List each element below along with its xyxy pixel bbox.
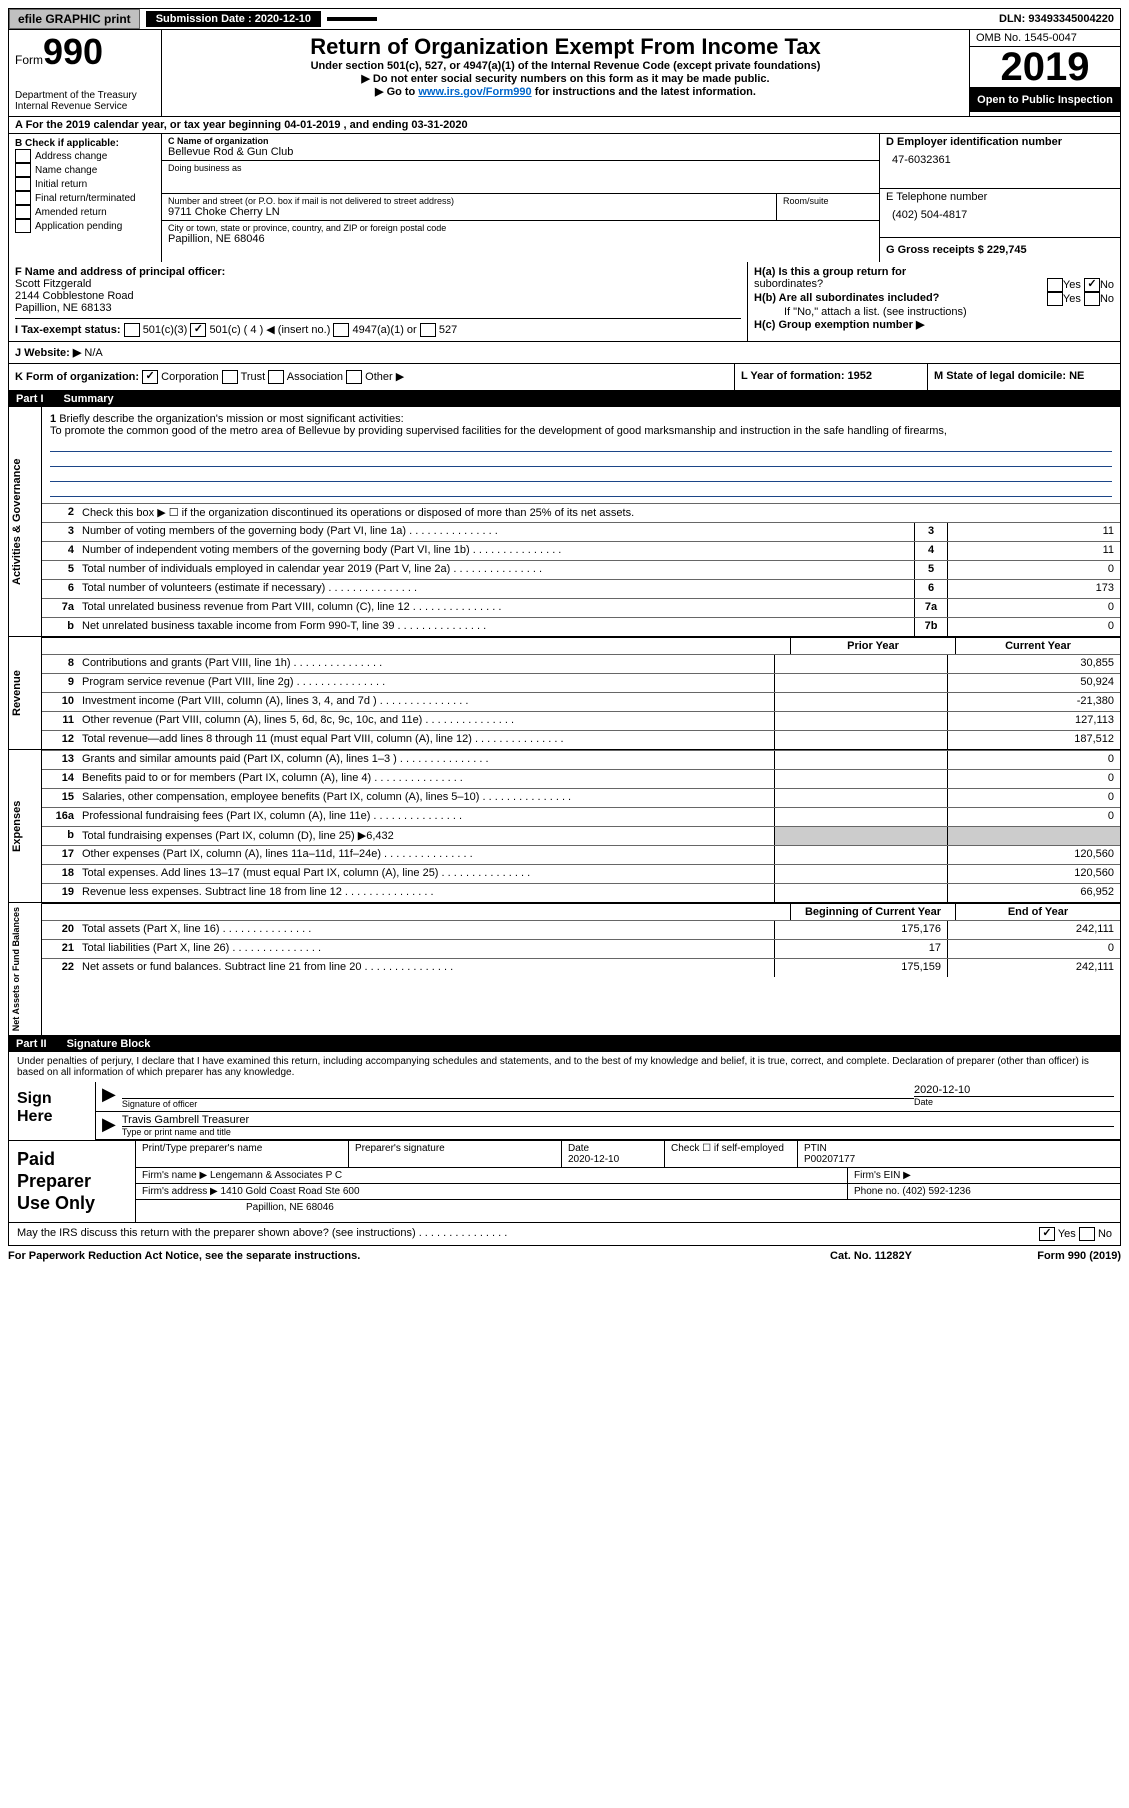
form-number: 990 bbox=[43, 34, 103, 70]
arrow-icon: ▶ bbox=[102, 1084, 116, 1109]
form-subtitle: Under section 501(c), 527, or 4947(a)(1)… bbox=[166, 60, 965, 72]
form-label: Form bbox=[15, 53, 43, 67]
header-left: Form 990 Department of the Treasury Inte… bbox=[9, 30, 162, 116]
submission-date: Submission Date : 2020-12-10 bbox=[146, 11, 321, 27]
col-de: D Employer identification number 47-6032… bbox=[879, 134, 1120, 262]
ck-4947[interactable] bbox=[333, 323, 349, 337]
spacer-black bbox=[327, 17, 377, 21]
form-header: Form 990 Department of the Treasury Inte… bbox=[8, 30, 1121, 117]
header-center: Return of Organization Exempt From Incom… bbox=[162, 30, 969, 116]
dln-number: DLN: 93493345004220 bbox=[999, 13, 1120, 25]
room-suite: Room/suite bbox=[777, 194, 879, 220]
vlabel-expenses: Expenses bbox=[9, 750, 42, 902]
tel-value: (402) 504-4817 bbox=[886, 203, 1114, 227]
efile-button[interactable]: efile GRAPHIC print bbox=[9, 9, 140, 29]
tax-year: 2019 bbox=[970, 47, 1120, 88]
gross-receipts: G Gross receipts $ 229,745 bbox=[880, 238, 1120, 262]
ein-label: D Employer identification number bbox=[886, 136, 1114, 148]
arrow-icon: ▶ bbox=[102, 1114, 116, 1137]
ck-assoc[interactable] bbox=[268, 370, 284, 384]
checkbox-final[interactable] bbox=[15, 191, 31, 205]
signature-block: Under penalties of perjury, I declare th… bbox=[8, 1052, 1121, 1246]
header-right: OMB No. 1545-0047 2019 Open to Public In… bbox=[969, 30, 1120, 116]
row-j: J Website: ▶ N/A bbox=[8, 342, 1121, 364]
block-bcde: B Check if applicable: Address change Na… bbox=[8, 134, 1121, 262]
officer-addr2: Papillion, NE 68133 bbox=[15, 302, 741, 314]
declaration-text: Under penalties of perjury, I declare th… bbox=[9, 1052, 1120, 1082]
form-title: Return of Organization Exempt From Incom… bbox=[166, 34, 965, 60]
checkbox-name[interactable] bbox=[15, 163, 31, 177]
tax-status-label: I Tax-exempt status: bbox=[15, 324, 121, 336]
col-f-officer: F Name and address of principal officer:… bbox=[9, 262, 748, 341]
vlabel-revenue: Revenue bbox=[9, 637, 42, 749]
hb-note: If "No," attach a list. (see instruction… bbox=[754, 306, 1114, 318]
paid-preparer-label: Paid Preparer Use Only bbox=[9, 1141, 135, 1222]
col-c-org: C Name of organization Bellevue Rod & Gu… bbox=[162, 134, 879, 262]
hb-yes[interactable] bbox=[1047, 292, 1063, 306]
ein-value: 47-6032361 bbox=[886, 148, 1114, 172]
inspection-label: Open to Public Inspection bbox=[970, 88, 1120, 112]
irs-link[interactable]: www.irs.gov/Form990 bbox=[418, 86, 531, 98]
officer-name: Scott Fitzgerald bbox=[15, 278, 741, 290]
checkbox-pending[interactable] bbox=[15, 219, 31, 233]
street-label: Number and street (or P.O. box if mail i… bbox=[168, 196, 770, 206]
ck-corp[interactable] bbox=[142, 370, 158, 384]
ck-trust[interactable] bbox=[222, 370, 238, 384]
section-netassets: Net Assets or Fund Balances Beginning of… bbox=[8, 903, 1121, 1036]
sign-here-label: Sign Here bbox=[9, 1082, 95, 1140]
section-expenses: Expenses 13Grants and similar amounts pa… bbox=[8, 750, 1121, 903]
dept-treasury: Department of the Treasury Internal Reve… bbox=[15, 90, 155, 112]
block-fghi: F Name and address of principal officer:… bbox=[8, 262, 1121, 342]
discuss-yes[interactable] bbox=[1039, 1227, 1055, 1241]
hb-no[interactable] bbox=[1084, 292, 1100, 306]
mission-text: To promote the common good of the metro … bbox=[50, 425, 1112, 437]
row-klm: K Form of organization: Corporation Trus… bbox=[8, 364, 1121, 391]
section-governance: Activities & Governance 1 Briefly descri… bbox=[8, 407, 1121, 637]
footer: For Paperwork Reduction Act Notice, see … bbox=[8, 1246, 1121, 1266]
officer-label: F Name and address of principal officer: bbox=[15, 266, 741, 278]
part2-header: Part II Signature Block bbox=[8, 1036, 1121, 1052]
state-domicile: M State of legal domicile: NE bbox=[927, 364, 1120, 390]
dba-label: Doing business as bbox=[168, 163, 873, 173]
section-revenue: Revenue Prior YearCurrent Year 8Contribu… bbox=[8, 637, 1121, 750]
col-b-header: B Check if applicable: bbox=[15, 138, 155, 149]
year-formation: L Year of formation: 1952 bbox=[734, 364, 927, 390]
ck-other[interactable] bbox=[346, 370, 362, 384]
form-note1: ▶ Do not enter social security numbers o… bbox=[166, 72, 965, 85]
ck-501c3[interactable] bbox=[124, 323, 140, 337]
ck-527[interactable] bbox=[420, 323, 436, 337]
checkbox-amended[interactable] bbox=[15, 205, 31, 219]
ha-yes[interactable] bbox=[1047, 278, 1063, 292]
street-value: 9711 Choke Cherry LN bbox=[168, 206, 770, 218]
hc-label: H(c) Group exemption number ▶ bbox=[754, 318, 1114, 331]
vlabel-governance: Activities & Governance bbox=[9, 407, 42, 636]
officer-addr1: 2144 Cobblestone Road bbox=[15, 290, 741, 302]
part1-header: Part I Summary bbox=[8, 391, 1121, 407]
row-a-period: A For the 2019 calendar year, or tax yea… bbox=[8, 117, 1121, 134]
ha-no[interactable] bbox=[1084, 278, 1100, 292]
org-name: Bellevue Rod & Gun Club bbox=[168, 146, 873, 158]
tel-label: E Telephone number bbox=[886, 191, 1114, 203]
irs-discuss: May the IRS discuss this return with the… bbox=[17, 1227, 1039, 1241]
checkbox-address[interactable] bbox=[15, 149, 31, 163]
vlabel-netassets: Net Assets or Fund Balances bbox=[9, 903, 42, 1035]
form-note2: ▶ Go to www.irs.gov/Form990 for instruct… bbox=[166, 85, 965, 98]
col-h-group: H(a) Is this a group return for subordin… bbox=[748, 262, 1120, 341]
city-value: Papillion, NE 68046 bbox=[168, 233, 873, 245]
city-label: City or town, state or province, country… bbox=[168, 223, 873, 233]
ck-501c[interactable] bbox=[190, 323, 206, 337]
checkbox-initial[interactable] bbox=[15, 177, 31, 191]
top-bar: efile GRAPHIC print Submission Date : 20… bbox=[8, 8, 1121, 30]
col-b-checkboxes: B Check if applicable: Address change Na… bbox=[9, 134, 162, 262]
discuss-no[interactable] bbox=[1079, 1227, 1095, 1241]
org-name-label: C Name of organization bbox=[168, 136, 873, 146]
